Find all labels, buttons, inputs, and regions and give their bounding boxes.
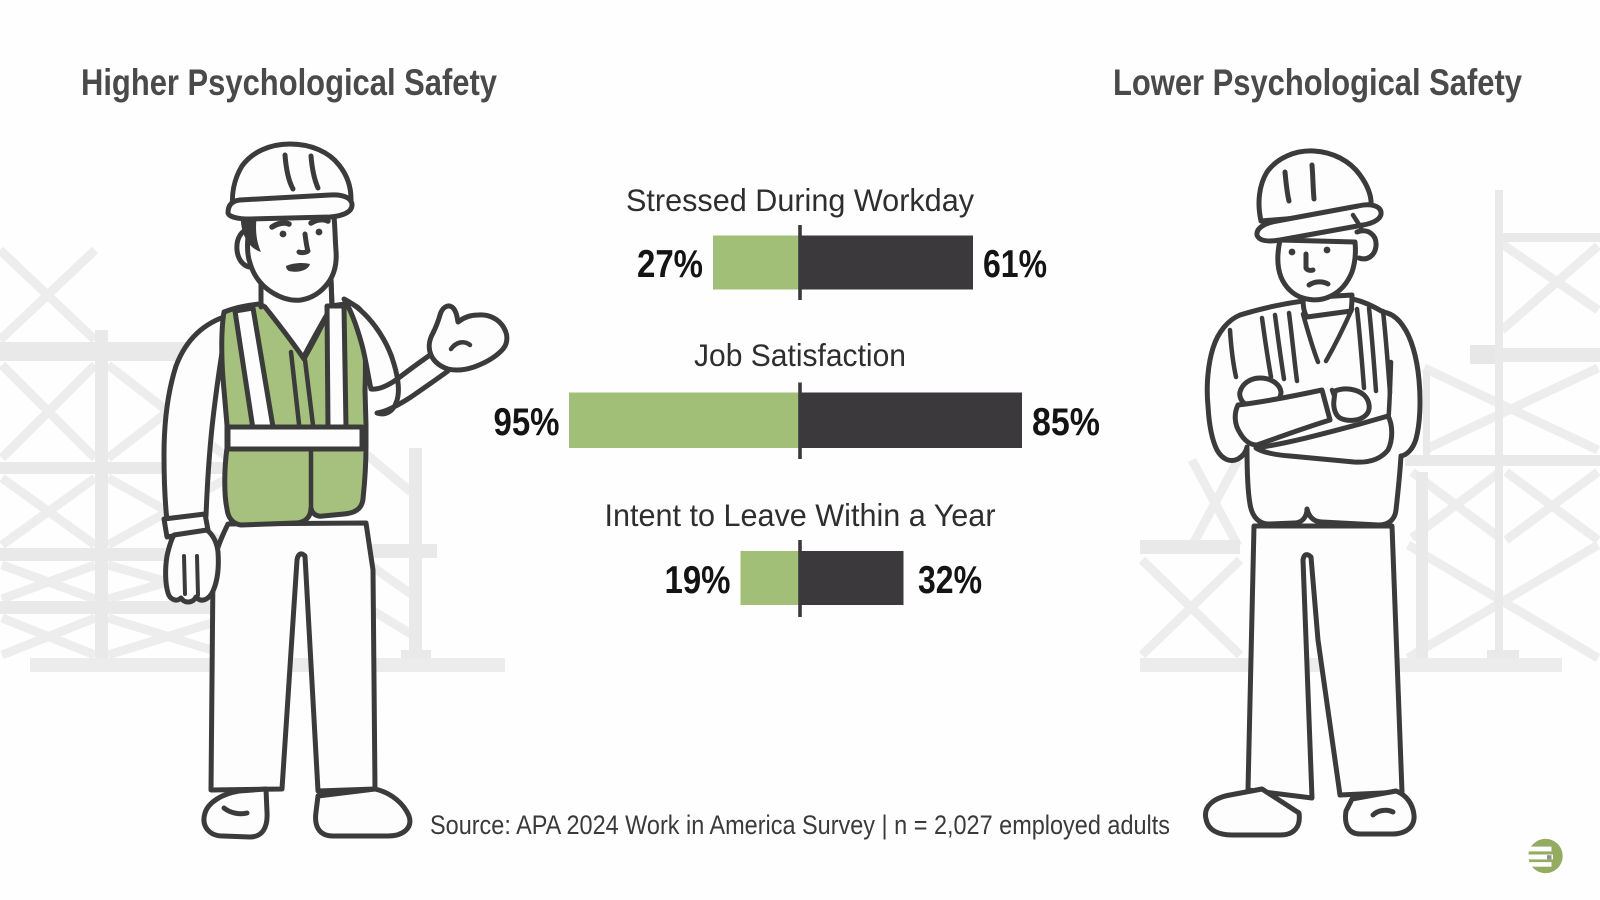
svg-text:19%: 19%: [665, 559, 731, 602]
svg-text:85%: 85%: [1032, 401, 1100, 444]
svg-text:32%: 32%: [918, 559, 982, 602]
svg-text:Source: APA 2024 Work in Ameri: Source: APA 2024 Work in America Survey …: [430, 810, 1170, 840]
svg-text:Higher Psychological Safety: Higher Psychological Safety: [81, 62, 497, 103]
svg-text:61%: 61%: [983, 243, 1047, 286]
svg-text:27%: 27%: [637, 243, 703, 286]
svg-text:Job Satisfaction: Job Satisfaction: [694, 337, 906, 373]
svg-text:95%: 95%: [494, 401, 560, 444]
svg-text:Intent to Leave Within a Year: Intent to Leave Within a Year: [605, 497, 996, 533]
svg-text:Lower Psychological Safety: Lower Psychological Safety: [1113, 62, 1522, 103]
svg-text:Stressed During Workday: Stressed During Workday: [626, 182, 974, 218]
